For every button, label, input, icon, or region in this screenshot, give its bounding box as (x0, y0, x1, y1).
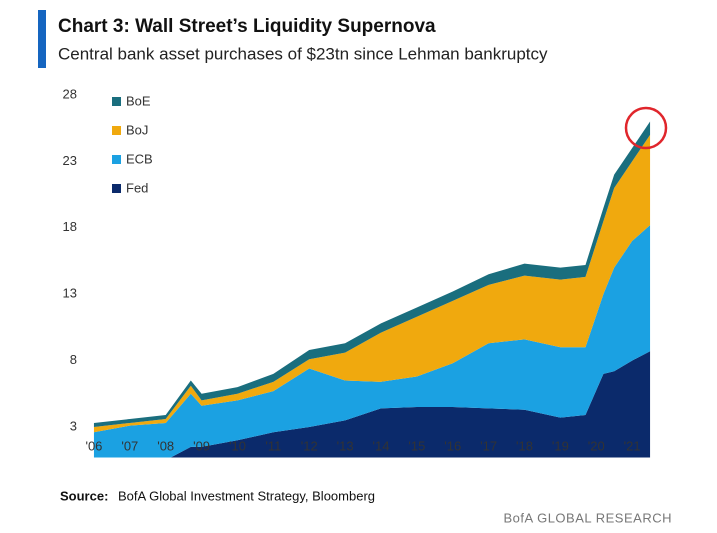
x-tick-label: '18 (516, 438, 533, 453)
y-tick-label: 18 (63, 219, 77, 234)
chart-title: Chart 3: Wall Street’s Liquidity Superno… (58, 16, 436, 37)
x-tick-label: '12 (301, 438, 318, 453)
plot-area: 3 8 13 18 23 28 '06 '07 '08 '09 '10 '11 '12 '13 '14 '15… (63, 86, 651, 458)
x-tick-label: '15 (408, 438, 425, 453)
highlight-circle (624, 106, 668, 150)
legend-swatch (112, 97, 121, 106)
x-tick-label: '13 (337, 438, 354, 453)
x-tick-label: '06 (85, 438, 102, 453)
y-tick-label: 28 (63, 86, 77, 101)
x-tick-label: '16 (444, 438, 461, 453)
y-tick-label: 8 (70, 352, 77, 367)
area (93, 134, 651, 433)
x-tick-label: '14 (372, 438, 389, 453)
y-tick-label: 3 (70, 418, 77, 433)
x-tick-label: '09 (193, 438, 210, 453)
x-tick-label: '20 (588, 438, 605, 453)
x-tick-label: '10 (229, 438, 246, 453)
source-text: BofA Global Investment Strategy, Bloombe… (118, 488, 375, 503)
area (93, 225, 651, 458)
legend-label: Fed (126, 180, 148, 195)
y-tick-label: 23 (63, 153, 77, 168)
legend-label: BoJ (126, 122, 148, 137)
x-tick-label: '17 (480, 438, 497, 453)
title-accent (38, 10, 46, 68)
legend-swatch (112, 126, 121, 135)
source-label: Source: (60, 488, 108, 503)
x-tick-label: '08 (157, 438, 174, 453)
chart-subtitle: Central bank asset purchases of $23tn si… (58, 44, 548, 63)
legend-label: BoE (126, 93, 151, 108)
y-tick-label: 13 (63, 286, 77, 301)
x-tick-label: '07 (121, 438, 138, 453)
legend-swatch (112, 184, 121, 193)
x-tick-label: '21 (624, 438, 641, 453)
footer: BofA GLOBAL RESEARCH (504, 510, 672, 525)
area (93, 121, 651, 427)
legend-swatch (112, 155, 121, 164)
x-tick-label: '19 (552, 438, 569, 453)
legend-label: ECB (126, 151, 153, 166)
area (170, 351, 651, 458)
x-tick-label: '11 (265, 438, 281, 453)
